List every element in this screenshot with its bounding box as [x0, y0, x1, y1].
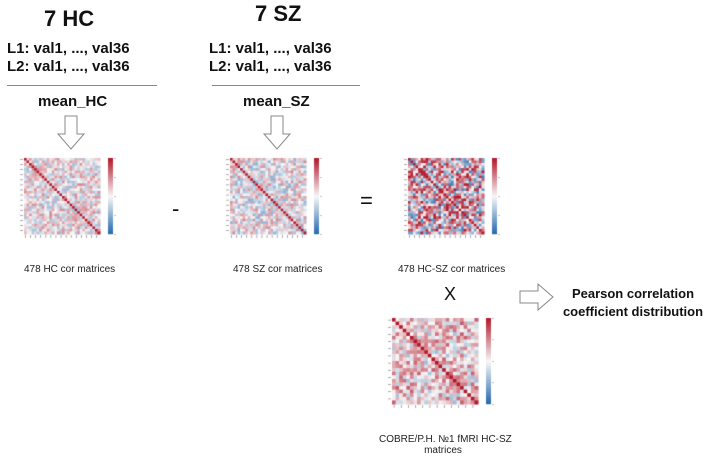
- result-label: Pearson correlation coefficient distribu…: [558, 285, 706, 321]
- sz-l1-text: L1: val1, ..., val36: [209, 40, 332, 57]
- result-line-2: coefficient distribution: [562, 304, 704, 319]
- equals-operator: =: [360, 188, 373, 213]
- cobre-caption: COBRE/P.H. №1 fMRI HC-SZ matrices: [379, 434, 512, 456]
- diff-caption: 478 HC-SZ cor matrices: [398, 264, 506, 275]
- result-line-1: Pearson correlation: [571, 286, 695, 301]
- sz-matrix-heatmap: [220, 156, 332, 246]
- hc-down-arrow-icon: [56, 115, 86, 150]
- cobre-matrix-heatmap: [382, 316, 504, 416]
- hc-matrix-heatmap: [14, 156, 126, 246]
- sz-down-arrow-icon: [262, 115, 292, 150]
- sz-divider: [212, 85, 360, 86]
- hc-l1-text: L1: val1, ..., val36: [7, 40, 130, 57]
- cobre-caption-line-1: COBRE/P.H. №1 fMRI HC-SZ: [379, 434, 512, 445]
- diff-matrix-heatmap: [398, 156, 510, 246]
- hc-l2-text: L2: val1, ..., val36: [7, 58, 130, 75]
- hc-divider: [7, 85, 157, 86]
- sz-l2-text: L2: val1, ..., val36: [209, 58, 332, 75]
- sz-mean-label: mean_SZ: [243, 93, 310, 110]
- right-arrow-icon: [519, 282, 554, 312]
- sz-caption: 478 SZ cor matrices: [233, 264, 323, 275]
- times-operator: X: [444, 284, 457, 304]
- hc-mean-label: mean_HC: [38, 93, 108, 110]
- minus-operator: -: [172, 196, 180, 221]
- hc-caption: 478 HC cor matrices: [24, 264, 116, 275]
- sz-title: 7 SZ: [255, 1, 302, 26]
- hc-title: 7 HC: [44, 6, 95, 31]
- cobre-caption-line-2: matrices: [424, 445, 462, 456]
